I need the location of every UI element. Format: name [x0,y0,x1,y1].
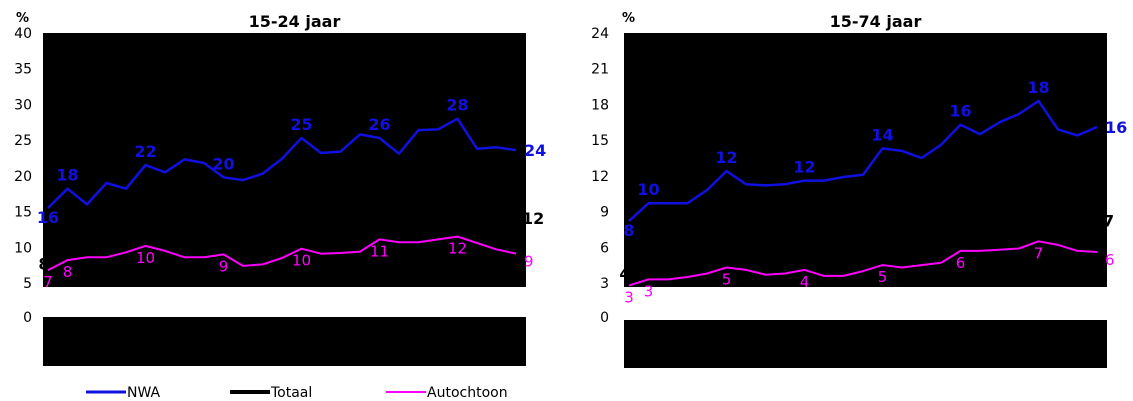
data-label-nwa: 20 [212,154,234,173]
data-label-nwa: 18 [1027,78,1049,97]
plot-area-lower [624,320,1107,368]
y-tick-label: 15 [591,133,609,149]
series-line-totaal [628,233,1098,273]
data-label-totaal: 7 [1103,211,1114,230]
data-label-autochtoon: 5 [878,268,888,286]
plot-area-lower [43,317,526,366]
legend-label-nwa: NWA [127,385,161,401]
data-label-autochtoon: 9 [219,257,229,275]
y-tick-label: 24 [591,26,609,42]
y-tick-label: 12 [591,169,609,185]
data-label-nwa: 8 [623,221,634,240]
data-label-nwa: 18 [56,166,78,185]
y-tick-label: 10 [14,240,32,256]
data-label-autochtoon: 9 [524,253,534,271]
data-label-nwa: 26 [368,115,390,134]
data-label-totaal: 4 [619,264,630,283]
y-tick-label: 9 [600,205,609,221]
data-label-nwa: 28 [446,96,468,115]
y-tick-label: 3 [600,276,609,292]
data-label-autochtoon: 3 [624,288,634,306]
data-label-totaal: 8 [38,255,49,274]
y-tick-label: 35 [14,62,32,78]
y-tick-label: 21 [591,62,609,78]
data-label-autochtoon: 10 [136,249,155,267]
data-label-nwa: 12 [793,158,815,177]
series-line-totaal [47,231,517,264]
y-unit-label: % [622,11,635,26]
data-label-nwa: 14 [871,126,893,145]
y-tick-label: 40 [14,26,32,42]
y-tick-label: 30 [14,97,32,113]
data-label-autochtoon: 4 [800,273,810,291]
legend-label-totaal: Totaal [270,385,312,401]
y-tick-label: 6 [600,240,609,256]
y-tick-label: 0 [600,310,609,326]
y-tick-label: 25 [14,133,32,149]
data-label-autochtoon: 11 [370,242,389,260]
data-label-nwa: 16 [949,102,971,121]
y-tick-label: 18 [591,97,609,113]
data-label-autochtoon: 7 [1034,244,1044,262]
y-tick-label: 15 [14,205,32,221]
data-label-autochtoon: 10 [292,252,311,270]
data-label-autochtoon: 6 [1105,251,1115,269]
series-line-autochtoon [47,235,517,271]
data-label-nwa: 10 [637,180,659,199]
y-tick-label: 0 [23,310,32,326]
y-tick-label: 20 [14,169,32,185]
data-label-nwa: 25 [290,115,312,134]
chart-title: 15-24 jaar [249,12,341,31]
y-tick-label: 5 [23,276,32,292]
data-label-autochtoon: 7 [43,273,53,291]
data-label-nwa: 22 [134,142,156,161]
data-label-autochtoon: 6 [956,254,966,272]
series-line-nwa [628,99,1098,223]
data-label-autochtoon: 5 [722,271,732,289]
data-label-nwa: 24 [524,141,546,160]
data-label-nwa: 16 [37,208,59,227]
data-label-nwa: 16 [1105,118,1127,137]
legend: NWA Totaal Autochtoon [86,385,508,401]
y-unit-label: % [16,11,29,26]
data-label-autochtoon: 8 [63,263,73,281]
data-label-totaal: 12 [522,209,544,228]
data-label-autochtoon: 3 [644,282,654,300]
plot-area [43,33,526,287]
chart-title: 15-74 jaar [830,12,922,31]
data-label-nwa: 12 [715,148,737,167]
data-label-autochtoon: 12 [448,240,467,258]
series-line-nwa [47,117,517,209]
legend-label-autochtoon: Autochtoon [427,385,508,401]
chart-panel-1: 15-24 jaar%40 35 30 25 20 15 10 5 0 16 18 22 20 25 26 2… [14,11,546,366]
series-line-autochtoon [628,240,1098,287]
